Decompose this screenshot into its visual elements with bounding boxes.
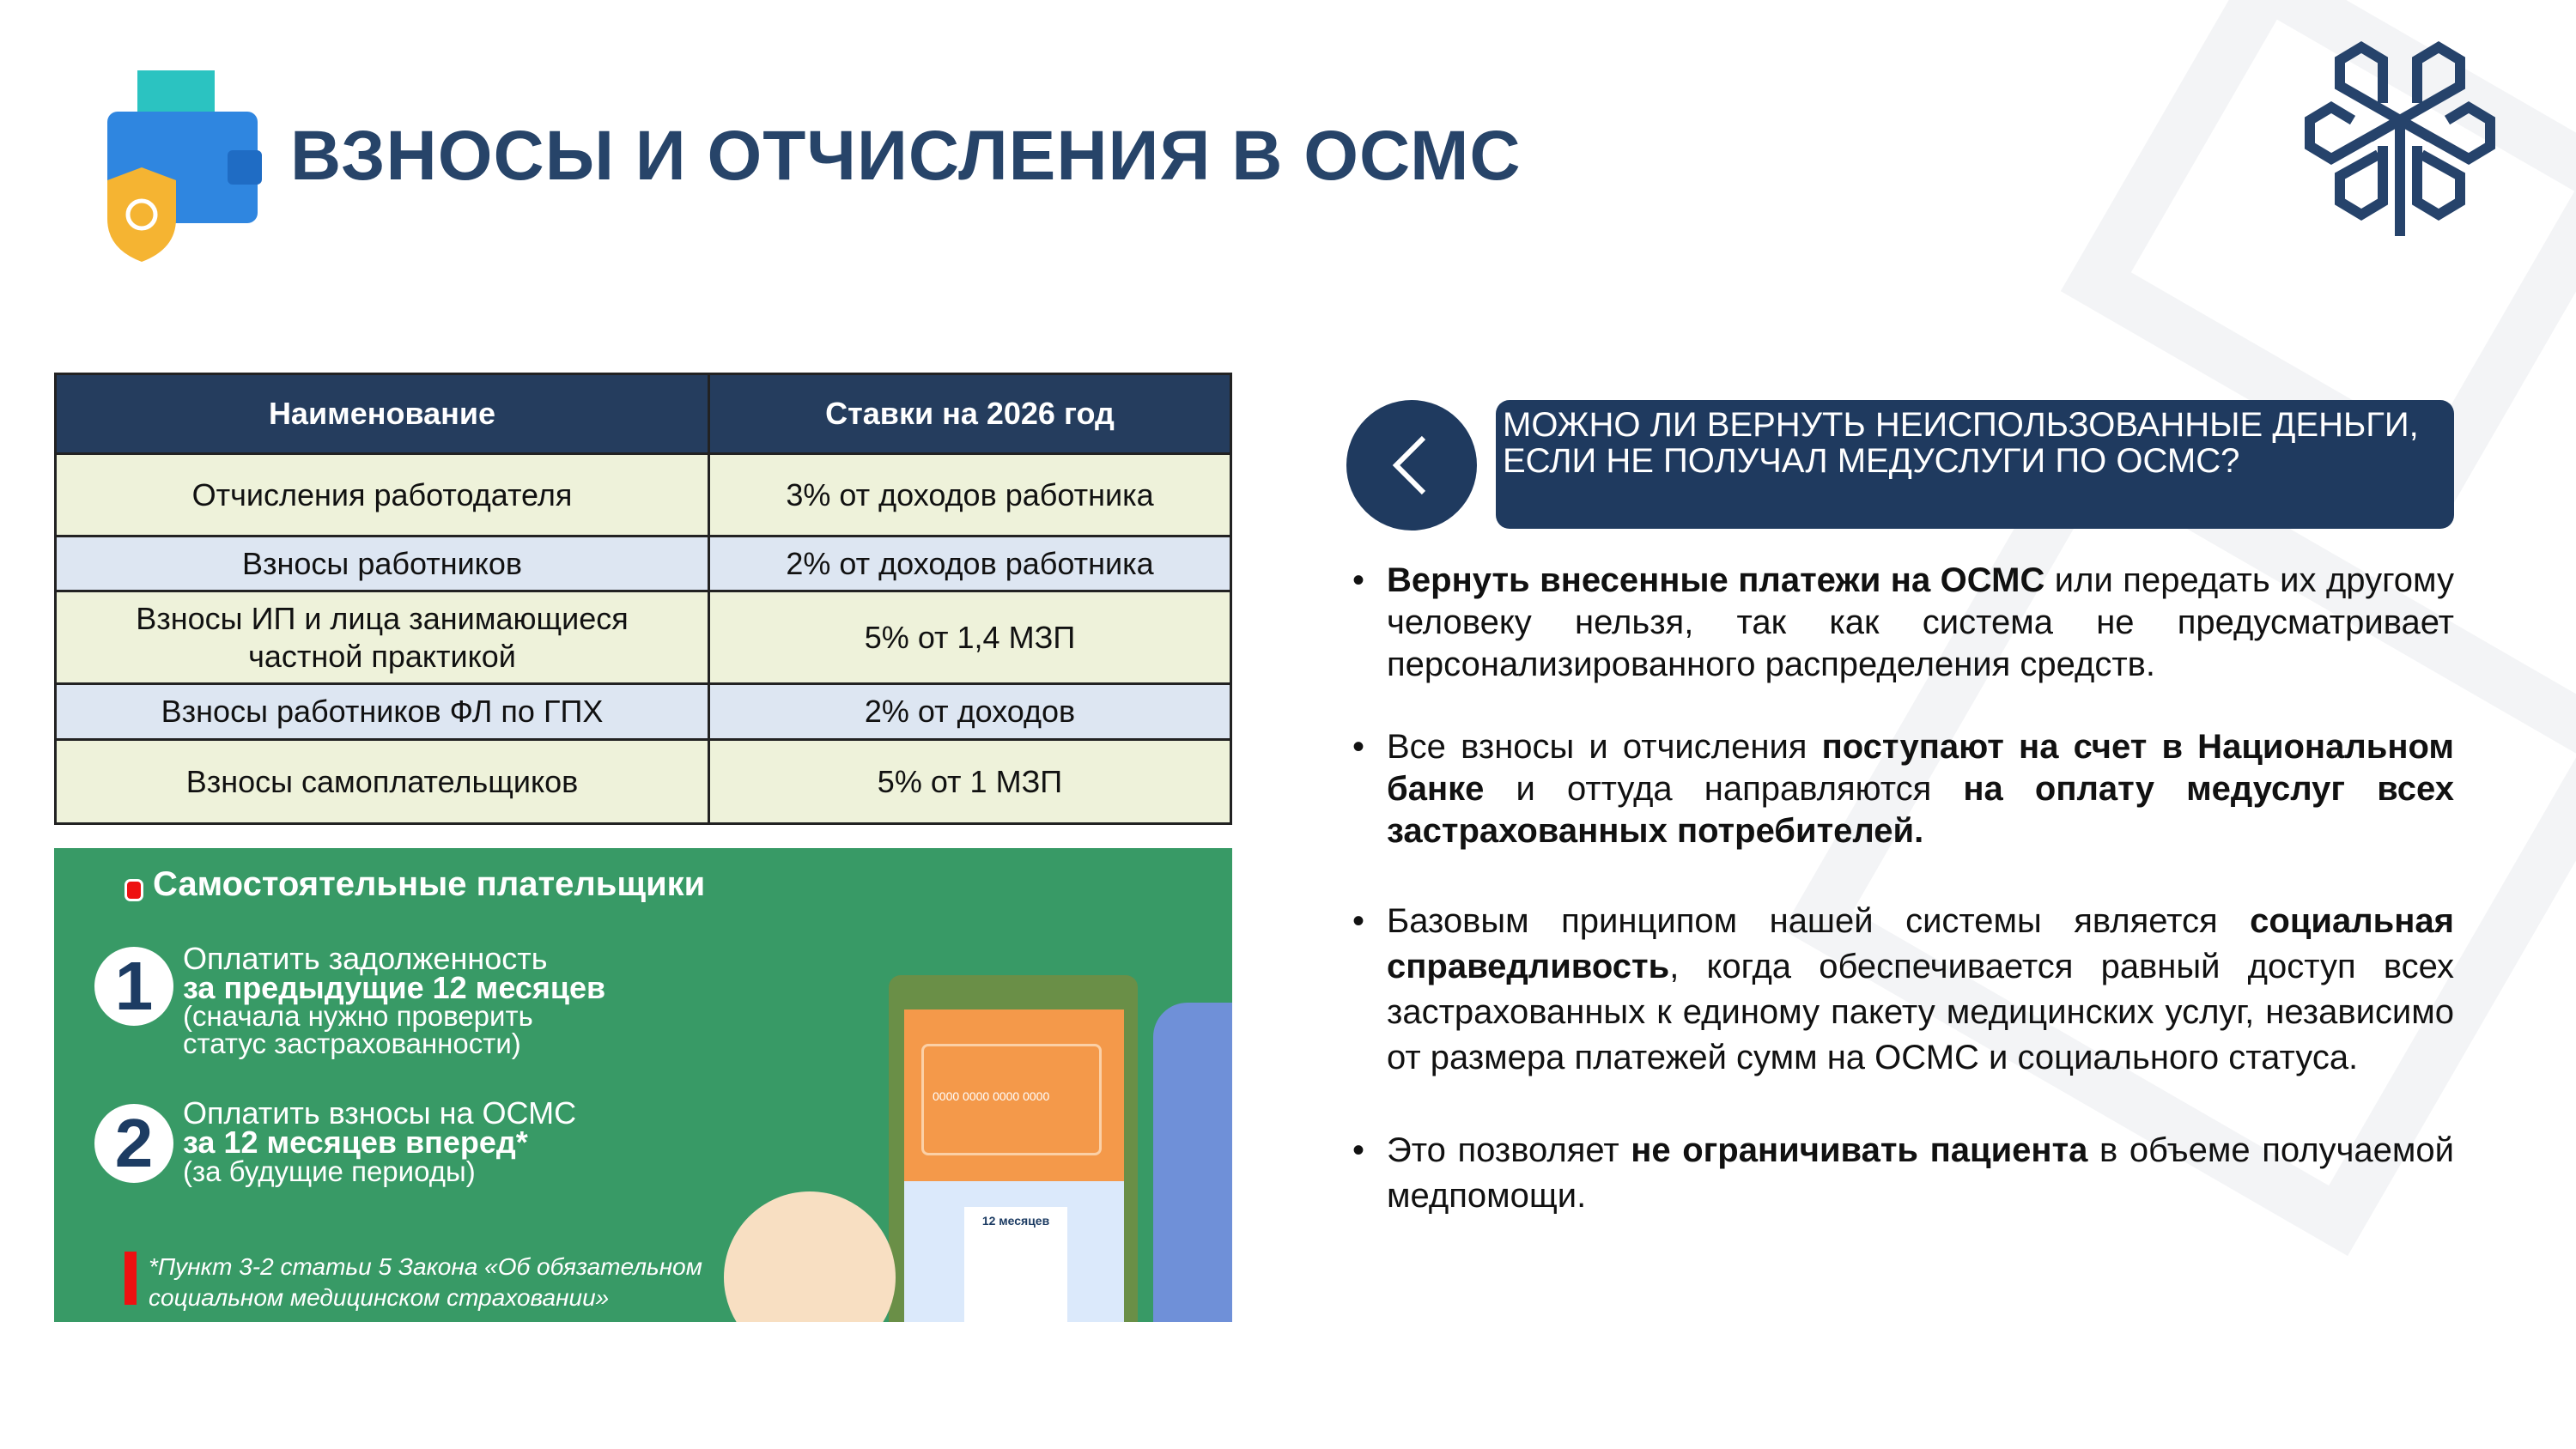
rates-table: Наименование Ставки на 2026 год Отчислени… (54, 373, 1232, 825)
bullet-item: Вернуть внесенные платежи на ОСМС или пе… (1352, 560, 2454, 686)
question-heading: Можно ли вернуть неиспользованные деньги… (1496, 400, 2454, 529)
document-label: 12 месяцев (964, 1207, 1067, 1322)
step-bold: за 12 месяцев вперед* (183, 1125, 528, 1160)
cell-name: Взносы работников ФЛ по ГПХ (54, 682, 710, 741)
cell-rate: 5% от 1 МЗП (708, 738, 1232, 825)
osms-logo (2305, 41, 2495, 236)
bullet-bold-text: не ограничивать пациента (1631, 1131, 2088, 1169)
step-text: Оплатить задолженность (183, 941, 548, 976)
cell-rate: 2% от доходов работника (708, 535, 1232, 592)
bullet-text: или передать их другому человеку нельзя,… (1387, 561, 2454, 683)
bullet-item: Базовым принципом нашей системы является… (1352, 899, 2454, 1081)
bullet-text: Это позволяет (1387, 1131, 1631, 1169)
page-title: ВЗНОСЫ И ОТЧИСЛЕНИЯ В ОСМС (290, 117, 1522, 195)
footnote: *Пункт 3-2 статьи 5 Закона «Об обязатель… (149, 1253, 702, 1311)
bullet-bold-text: социальная справедливость (1387, 902, 2454, 985)
bullet-bold-text: Вернуть внесенные платежи на ОСМС (1387, 561, 2045, 599)
chevron-left-icon (1392, 435, 1426, 495)
header-rate: Ставки на 2026 год (708, 373, 1232, 455)
cell-name: Взносы ИП и лица занимающиеся частной пр… (54, 590, 710, 685)
bullet-item: Все взносы и отчисления поступают на сче… (1352, 726, 2455, 852)
step-number: 1 (94, 947, 173, 1026)
cell-rate: 3% от доходов работника (708, 452, 1232, 537)
red-bullet-icon (125, 879, 143, 901)
bullet-text: и оттуда направляются (1484, 770, 1964, 808)
step-note: (за будущие периоды) (183, 1155, 476, 1187)
cell-name: Взносы работников (54, 535, 710, 592)
bullet-bold-text: поступают на счет в Национальном банке (1387, 728, 2454, 808)
money-bag-illustration (724, 1191, 896, 1322)
card-number: 0000 0000 0000 0000 (921, 1044, 1102, 1155)
bullet-bold-text: на оплату медуслуг всех застрахованных п… (1387, 770, 2455, 850)
bullet-text: Базовым принципом нашей системы является (1387, 902, 2251, 940)
step-1: Оплатить задолженность за предыдущие 12 … (183, 941, 606, 1059)
wallet-shield-icon (107, 70, 262, 262)
cell-rate: 5% от 1,4 МЗП (708, 590, 1232, 685)
bullet-item: Это позволяет не ограничивать пациента в… (1352, 1128, 2454, 1219)
step-bold: за предыдущие 12 месяцев (183, 970, 606, 1005)
self-payers-infographic: Самостоятельные плательщики 1 Оплатить з… (54, 848, 1232, 1322)
header-name: Наименование (54, 373, 710, 455)
cell-rate: 2% от доходов (708, 682, 1232, 741)
phone-illustration: 0000 0000 0000 0000 12 месяцев (889, 975, 1138, 1322)
back-button[interactable] (1346, 400, 1477, 530)
step-2: Оплатить взносы на ОСМС за 12 месяцев вп… (183, 1098, 576, 1187)
bullet-text: Все взносы и отчисления (1387, 728, 1822, 766)
cell-name: Взносы самоплательщиков (54, 738, 710, 825)
step-number: 2 (94, 1104, 173, 1183)
person-illustration (1153, 1003, 1232, 1322)
step-note: (сначала нужно проверить статус застрахо… (183, 1000, 533, 1059)
infographic-heading: Самостоятельные плательщики (153, 865, 706, 903)
cell-name: Отчисления работодателя (54, 452, 710, 537)
bullet-text: в объеме получаемой медпомощи. (1387, 1131, 2454, 1215)
step-text: Оплатить взносы на ОСМС (183, 1095, 577, 1131)
bullet-text: , когда обеспечивается равный доступ все… (1387, 948, 2454, 1076)
exclamation-icon (125, 1252, 137, 1305)
